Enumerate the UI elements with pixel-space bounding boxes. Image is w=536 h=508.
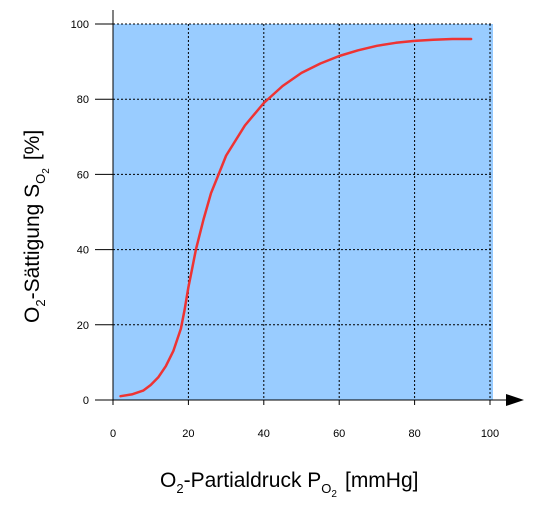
grid-lines (113, 23, 493, 400)
x-axis-title-symbol-sub2: 2 (331, 489, 337, 500)
x-tick-label: 40 (258, 428, 270, 440)
y-tick-labels: 0 20 40 60 80 100 (71, 19, 89, 407)
x-axis-title-main-sub: 2 (176, 481, 183, 496)
x-axis-title: O2-Partialdruck PO2[mmHg] (160, 469, 418, 500)
y-tick-label: 80 (77, 94, 89, 106)
x-tick-label: 80 (408, 428, 420, 440)
plot-area (113, 24, 493, 400)
y-tick-label: 20 (77, 320, 89, 332)
y-axis-title-text: -Sättigung S (21, 184, 44, 300)
axes (95, 10, 524, 406)
y-axis-title-main: O (21, 307, 44, 323)
x-tick-label: 20 (182, 428, 194, 440)
y-axis-title-main-sub: 2 (33, 299, 48, 306)
x-axis-title-main: O (160, 469, 176, 492)
y-tick-label: 40 (77, 245, 89, 257)
x-tick-label: 0 (110, 428, 116, 440)
x-tick-label: 60 (333, 428, 345, 440)
y-axis-title-unit: [%] (21, 130, 44, 160)
x-axis-arrowhead (506, 394, 524, 406)
y-tick-label: 100 (71, 19, 89, 31)
x-axis-title-text: -Partialdruck P (184, 469, 322, 492)
x-axis-title-unit: [mmHg] (345, 469, 419, 492)
x-tick-labels: 0 20 40 60 80 100 (110, 428, 499, 440)
y-tick-label: 0 (83, 395, 89, 407)
x-tick-label: 100 (481, 428, 499, 440)
y-tick-label: 60 (77, 169, 89, 181)
y-axis-title: O2-Sättigung SO2[%] (21, 130, 52, 323)
y-axis-title-symbol-sub2: 2 (41, 168, 52, 174)
x-axis-title-symbol-sub: O (321, 481, 331, 496)
y-axis-title-symbol-sub: O (33, 174, 48, 184)
saturation-curve (119, 37, 473, 398)
